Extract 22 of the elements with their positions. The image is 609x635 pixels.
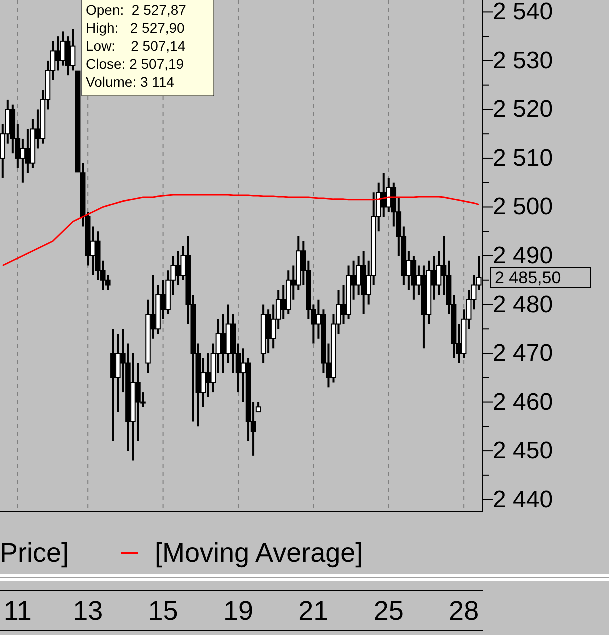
- x-tick-label: 11: [4, 596, 32, 626]
- legend-label: [Moving Average]: [155, 538, 364, 568]
- x-tick-label: 19: [223, 596, 254, 626]
- y-tick-label: 2 470: [493, 340, 554, 368]
- y-tick-label: 2 480: [493, 291, 554, 318]
- y-tick-label: 2 510: [493, 144, 554, 172]
- y-tick-label: 2 520: [493, 96, 554, 124]
- text: 2 485,50: [495, 268, 562, 288]
- text: Price]: [0, 538, 70, 568]
- x-tick-label: 13: [73, 596, 104, 626]
- x-tick-label: 21: [298, 596, 329, 626]
- annotation: Open: 2 527,87 High: 2 527,90 Low: 2 507,14 Close: 2 507,19 Volume: 3 114: [86, 2, 187, 90]
- y-tick-label: 2 500: [493, 194, 554, 221]
- x-tick-label: 28: [449, 596, 480, 626]
- y-tick-label: 2 450: [493, 438, 554, 465]
- x-tick-label: 25: [374, 596, 404, 626]
- y-tick-label: 2 530: [493, 47, 554, 74]
- x-tick-label: 15: [148, 596, 178, 626]
- y-tick-label: 2 460: [493, 388, 554, 416]
- y-tick-label: 2 440: [493, 486, 554, 514]
- y-tick-label: 2 540: [493, 0, 554, 26]
- y-tick-label: 2 490: [493, 242, 554, 270]
